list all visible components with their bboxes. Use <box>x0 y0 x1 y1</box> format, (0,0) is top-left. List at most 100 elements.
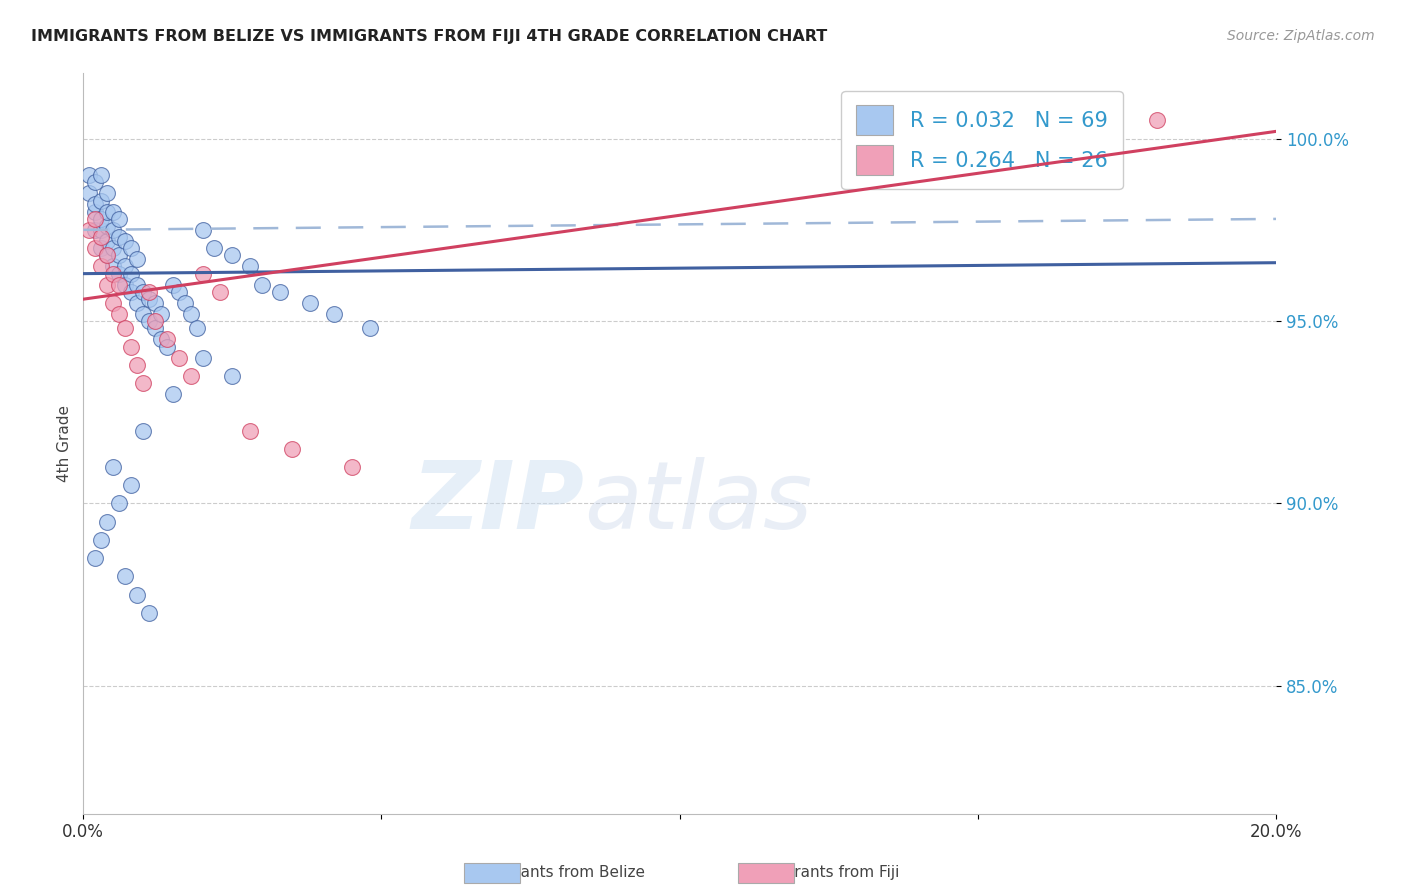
Point <box>221 368 243 383</box>
Point <box>114 234 136 248</box>
Point <box>101 204 124 219</box>
Point <box>269 285 291 299</box>
Point <box>120 241 142 255</box>
Point <box>191 351 214 365</box>
Point <box>108 307 131 321</box>
Point <box>101 223 124 237</box>
Point <box>239 260 262 274</box>
Point <box>138 606 160 620</box>
Text: IMMIGRANTS FROM BELIZE VS IMMIGRANTS FROM FIJI 4TH GRADE CORRELATION CHART: IMMIGRANTS FROM BELIZE VS IMMIGRANTS FRO… <box>31 29 827 44</box>
Point <box>108 211 131 226</box>
Point <box>108 277 131 292</box>
Point <box>96 248 118 262</box>
Y-axis label: 4th Grade: 4th Grade <box>58 405 72 482</box>
Point <box>84 211 107 226</box>
Point <box>101 295 124 310</box>
Point <box>156 340 179 354</box>
Point <box>149 307 172 321</box>
Point <box>281 442 304 456</box>
Point <box>167 351 190 365</box>
Point <box>191 223 214 237</box>
Point <box>120 267 142 281</box>
Point <box>77 186 100 201</box>
Point <box>132 307 155 321</box>
Point <box>125 358 148 372</box>
Point <box>239 424 262 438</box>
Point <box>96 204 118 219</box>
Point <box>143 321 166 335</box>
Point <box>101 241 124 255</box>
Point <box>298 295 321 310</box>
Point <box>108 248 131 262</box>
Point <box>114 321 136 335</box>
Point <box>84 241 107 255</box>
Text: atlas: atlas <box>585 457 813 548</box>
Point <box>77 168 100 182</box>
Point <box>162 277 184 292</box>
Point <box>359 321 381 335</box>
Point <box>120 340 142 354</box>
Point <box>90 194 112 208</box>
Point <box>209 285 232 299</box>
Point <box>125 295 148 310</box>
Point <box>322 307 344 321</box>
Point <box>132 285 155 299</box>
Point <box>143 314 166 328</box>
Point <box>114 260 136 274</box>
Point <box>132 376 155 390</box>
Point <box>77 223 100 237</box>
Point <box>143 295 166 310</box>
Point <box>180 368 202 383</box>
Point <box>125 277 148 292</box>
Point <box>120 285 142 299</box>
Point <box>156 332 179 346</box>
Point <box>96 248 118 262</box>
Point <box>114 277 136 292</box>
Point <box>125 588 148 602</box>
Point <box>84 176 107 190</box>
Point <box>90 211 112 226</box>
Text: Immigrants from Fiji: Immigrants from Fiji <box>745 865 900 880</box>
Point <box>221 248 243 262</box>
Point <box>173 295 195 310</box>
Point <box>108 496 131 510</box>
Point <box>90 260 112 274</box>
Point <box>90 168 112 182</box>
Point <box>84 204 107 219</box>
Point <box>204 241 226 255</box>
Point <box>120 478 142 492</box>
Point <box>186 321 208 335</box>
Point <box>84 197 107 211</box>
Point <box>132 424 155 438</box>
Point <box>90 230 112 244</box>
Point <box>96 277 118 292</box>
Point <box>149 332 172 346</box>
Point <box>138 292 160 306</box>
Text: ZIP: ZIP <box>412 457 585 549</box>
Point <box>1146 113 1168 128</box>
Point <box>162 387 184 401</box>
Point <box>101 260 124 274</box>
Point <box>167 285 190 299</box>
Point <box>101 267 124 281</box>
Point <box>191 267 214 281</box>
Point <box>84 223 107 237</box>
Point <box>96 234 118 248</box>
Point <box>96 219 118 234</box>
Point <box>108 230 131 244</box>
Text: Source: ZipAtlas.com: Source: ZipAtlas.com <box>1227 29 1375 43</box>
Point <box>138 285 160 299</box>
Point <box>138 314 160 328</box>
Point <box>101 460 124 475</box>
Point <box>96 186 118 201</box>
Point <box>340 460 363 475</box>
Point <box>84 551 107 566</box>
Point <box>125 252 148 266</box>
Point <box>90 223 112 237</box>
Point <box>90 533 112 547</box>
Point <box>108 267 131 281</box>
Point <box>96 515 118 529</box>
Legend: R = 0.032   N = 69, R = 0.264   N = 26: R = 0.032 N = 69, R = 0.264 N = 26 <box>841 91 1122 189</box>
Point <box>90 241 112 255</box>
Text: Immigrants from Belize: Immigrants from Belize <box>465 865 645 880</box>
